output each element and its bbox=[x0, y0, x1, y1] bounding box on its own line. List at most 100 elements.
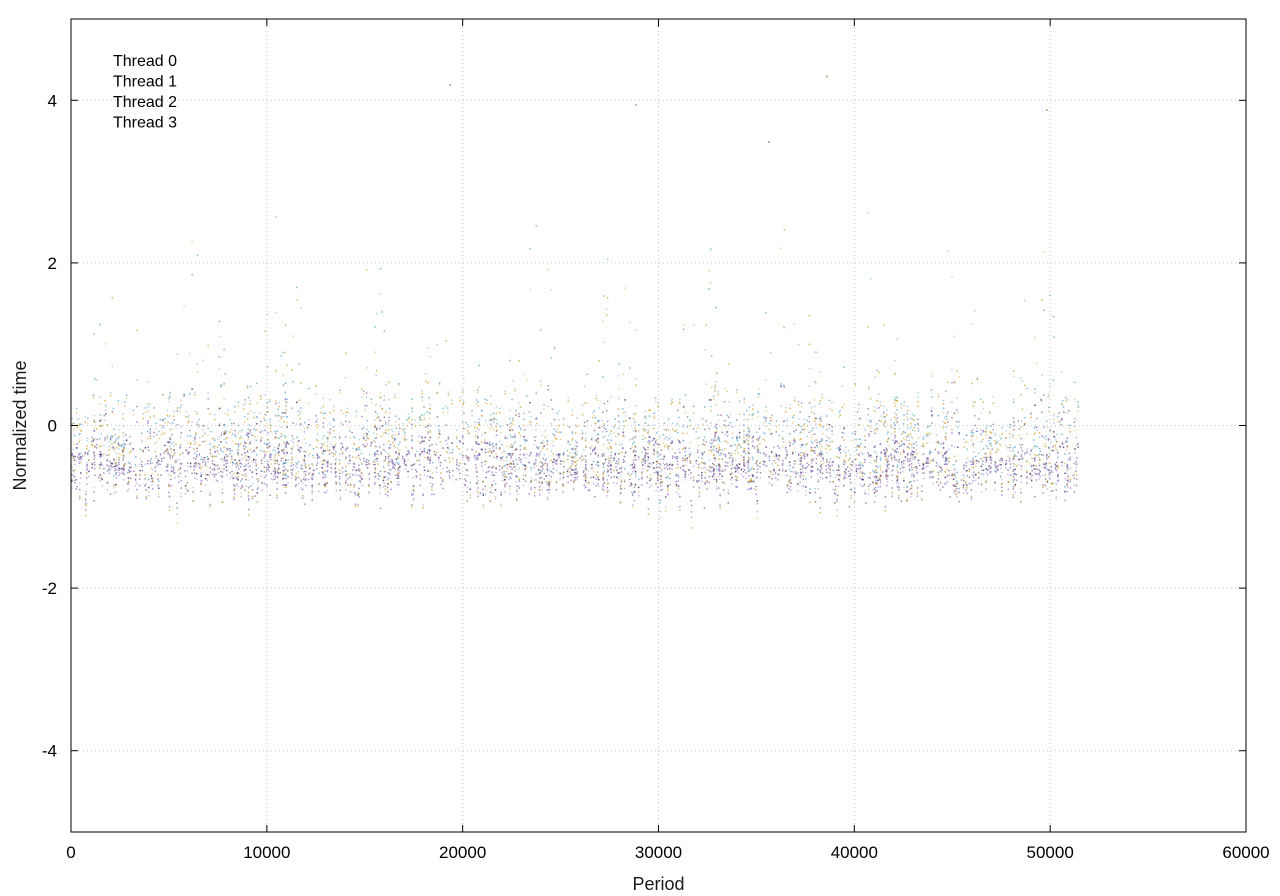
data-point bbox=[226, 462, 228, 464]
data-point bbox=[972, 480, 974, 482]
data-point bbox=[272, 475, 275, 477]
data-point bbox=[804, 471, 807, 474]
data-point bbox=[622, 461, 625, 463]
data-point bbox=[232, 477, 234, 480]
data-point bbox=[812, 470, 814, 472]
data-point bbox=[884, 452, 887, 454]
data-point bbox=[812, 466, 814, 468]
data-point bbox=[348, 454, 351, 457]
data-point bbox=[945, 456, 947, 458]
data-point bbox=[669, 467, 671, 469]
data-point bbox=[320, 447, 322, 449]
data-point bbox=[677, 480, 679, 482]
data-point bbox=[617, 477, 619, 480]
data-point bbox=[595, 478, 597, 480]
data-point bbox=[782, 470, 784, 472]
data-point bbox=[1048, 474, 1050, 476]
data-point bbox=[900, 500, 903, 502]
data-point bbox=[828, 465, 831, 467]
data-point bbox=[586, 420, 589, 423]
data-point bbox=[295, 484, 297, 486]
data-point bbox=[1034, 459, 1036, 462]
data-point bbox=[671, 464, 673, 466]
data-point bbox=[474, 458, 477, 460]
data-point bbox=[496, 455, 498, 458]
data-point bbox=[332, 455, 335, 457]
data-point bbox=[567, 441, 569, 443]
data-point bbox=[720, 414, 722, 416]
data-point bbox=[818, 443, 821, 445]
data-point bbox=[423, 466, 425, 468]
data-point bbox=[345, 474, 347, 476]
data-point bbox=[167, 465, 169, 468]
data-point bbox=[571, 463, 574, 465]
data-point bbox=[614, 453, 616, 455]
data-point bbox=[229, 477, 231, 479]
data-point bbox=[515, 475, 517, 477]
data-point bbox=[827, 467, 830, 469]
data-point bbox=[921, 499, 923, 501]
data-point bbox=[509, 429, 511, 431]
data-point bbox=[155, 455, 157, 457]
data-point bbox=[729, 473, 732, 475]
data-point bbox=[731, 463, 734, 465]
data-point bbox=[449, 477, 451, 479]
data-point bbox=[1062, 446, 1065, 448]
data-point bbox=[827, 463, 830, 466]
data-point bbox=[886, 464, 889, 466]
data-point bbox=[416, 471, 418, 473]
data-point bbox=[573, 477, 576, 479]
data-point bbox=[978, 477, 980, 479]
data-point bbox=[592, 449, 594, 451]
data-point bbox=[161, 458, 163, 460]
data-point bbox=[333, 447, 335, 449]
data-point bbox=[828, 461, 831, 463]
data-point bbox=[340, 448, 342, 450]
data-point bbox=[292, 464, 295, 466]
data-point bbox=[366, 463, 368, 466]
data-point bbox=[335, 475, 337, 477]
data-point bbox=[195, 462, 197, 465]
data-point bbox=[1024, 453, 1026, 456]
data-point bbox=[93, 458, 95, 460]
data-point bbox=[874, 445, 876, 447]
data-point bbox=[169, 436, 171, 439]
data-point bbox=[954, 490, 956, 492]
data-point bbox=[388, 447, 391, 449]
data-point bbox=[514, 434, 516, 436]
data-point bbox=[328, 453, 331, 455]
data-point bbox=[678, 448, 680, 450]
data-point bbox=[710, 399, 712, 401]
data-point bbox=[110, 462, 113, 465]
data-point bbox=[771, 484, 773, 486]
data-point bbox=[247, 460, 249, 462]
data-point bbox=[402, 457, 404, 460]
data-point bbox=[120, 472, 122, 474]
data-point bbox=[85, 493, 87, 495]
data-point bbox=[765, 446, 767, 448]
data-point bbox=[255, 459, 257, 461]
data-point bbox=[193, 457, 195, 459]
data-point bbox=[249, 485, 252, 487]
data-point bbox=[1033, 460, 1036, 462]
data-point bbox=[620, 488, 623, 490]
data-point bbox=[670, 442, 673, 444]
data-point bbox=[1012, 470, 1014, 473]
data-point bbox=[808, 416, 810, 418]
data-point bbox=[318, 456, 321, 458]
data-point bbox=[686, 457, 688, 459]
data-point bbox=[931, 422, 933, 424]
data-point bbox=[712, 462, 714, 465]
data-point bbox=[534, 487, 536, 489]
data-point bbox=[517, 493, 519, 495]
data-point bbox=[849, 473, 851, 475]
data-point bbox=[154, 470, 156, 473]
data-point bbox=[808, 421, 811, 423]
data-point bbox=[378, 446, 381, 448]
data-point bbox=[927, 462, 929, 464]
data-point bbox=[982, 460, 984, 462]
data-point bbox=[225, 466, 228, 468]
data-point bbox=[523, 448, 525, 450]
data-point bbox=[895, 451, 897, 453]
data-point bbox=[750, 480, 752, 482]
